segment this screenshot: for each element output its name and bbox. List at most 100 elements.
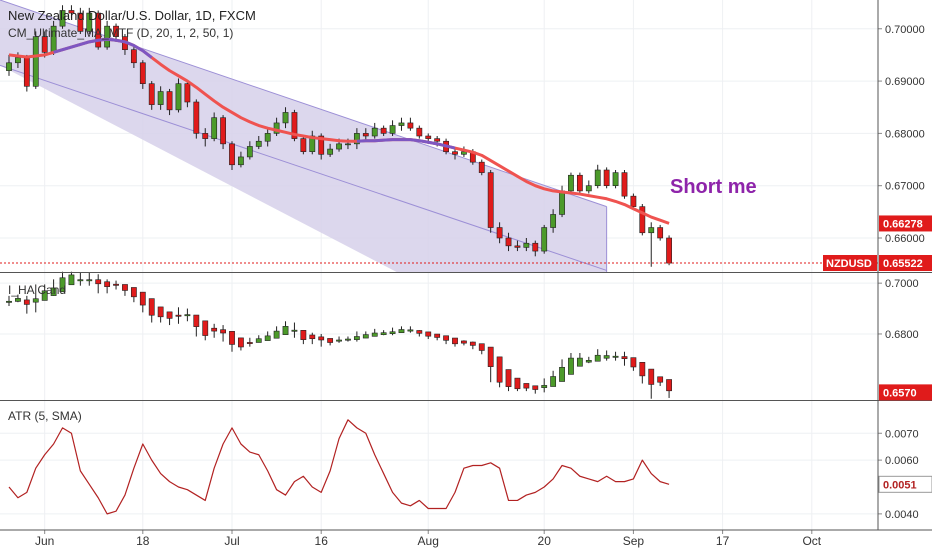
ha-pane-title: I_HA Cand bbox=[8, 283, 66, 297]
candle-body bbox=[585, 185, 592, 192]
ha-candle bbox=[568, 353, 574, 375]
candle bbox=[648, 222, 655, 267]
candle bbox=[68, 5, 75, 19]
ha-candle bbox=[550, 370, 557, 387]
candle bbox=[398, 117, 405, 131]
candle-body bbox=[255, 140, 262, 147]
candle bbox=[657, 224, 664, 241]
ha-candle-body bbox=[576, 357, 583, 367]
ha-candle-body bbox=[139, 291, 146, 306]
ha-candle bbox=[264, 331, 271, 341]
time-tick-label: 17 bbox=[716, 534, 730, 548]
ha-candle bbox=[398, 326, 405, 334]
candle-body bbox=[95, 12, 102, 48]
candle-body bbox=[576, 174, 583, 192]
ha-candle bbox=[229, 331, 235, 352]
candle-body bbox=[532, 242, 539, 252]
ha-candle-body bbox=[505, 369, 512, 387]
ha-candle bbox=[32, 284, 39, 313]
ha-candle bbox=[50, 279, 57, 296]
ha-candle bbox=[541, 378, 548, 393]
candle-body bbox=[139, 62, 146, 84]
ha-candle bbox=[23, 295, 30, 314]
candle bbox=[532, 240, 539, 257]
candle bbox=[496, 222, 503, 244]
ha-candle-body bbox=[220, 329, 226, 334]
candle-body bbox=[550, 214, 557, 228]
atr-line bbox=[8, 419, 670, 515]
ha-candle bbox=[389, 327, 396, 336]
ha-candle-body bbox=[594, 354, 601, 362]
candle-body bbox=[184, 83, 191, 103]
candle bbox=[246, 141, 253, 160]
candle bbox=[59, 5, 66, 29]
candle bbox=[139, 60, 146, 89]
candle bbox=[478, 159, 485, 176]
candle-body bbox=[353, 133, 360, 145]
ha-candle bbox=[407, 326, 414, 333]
ha-candle bbox=[68, 271, 75, 286]
ha-candle-body bbox=[487, 346, 494, 367]
ha-candle bbox=[505, 369, 512, 392]
ha-candle-body bbox=[407, 329, 414, 332]
candle-body bbox=[541, 227, 548, 252]
candle bbox=[514, 240, 521, 252]
candle bbox=[220, 115, 226, 150]
channel-lower-line[interactable] bbox=[0, 64, 607, 271]
candle bbox=[327, 143, 334, 157]
candle bbox=[148, 81, 155, 110]
ha-candle bbox=[211, 323, 218, 338]
ha-candle bbox=[175, 307, 182, 324]
candle bbox=[104, 20, 111, 50]
candle-body bbox=[452, 151, 458, 155]
candle bbox=[550, 209, 557, 233]
short-me-annotation[interactable]: Short me bbox=[670, 176, 757, 198]
ha-candle bbox=[461, 340, 467, 346]
ha-candle-body bbox=[175, 314, 182, 317]
candle-body bbox=[434, 138, 441, 142]
candle-body bbox=[327, 148, 334, 155]
ha-candle bbox=[113, 280, 119, 290]
ha-candle bbox=[478, 343, 485, 355]
ha-candle bbox=[122, 284, 128, 296]
ha-candle-body bbox=[648, 368, 655, 385]
ha-candle bbox=[576, 353, 583, 367]
time-axis[interactable]: Jun 18 Jul 16 Aug 20 Sep 17 Oct bbox=[0, 529, 932, 548]
ma-line-purple-segment bbox=[53, 37, 153, 59]
candle bbox=[362, 128, 369, 142]
candle-body bbox=[238, 156, 244, 166]
ha-candle-body bbox=[425, 331, 432, 337]
candle-body bbox=[639, 206, 646, 234]
ha-candle-body bbox=[541, 385, 548, 388]
ha-candle-body bbox=[371, 332, 378, 337]
time-tick-label: Jun bbox=[35, 534, 54, 548]
ma-price-label: 0.66278 bbox=[879, 215, 932, 232]
symbol-tag-bg bbox=[823, 255, 877, 272]
candle-body bbox=[220, 117, 226, 145]
ha-candle-body bbox=[550, 376, 557, 387]
ha-candle bbox=[345, 336, 351, 342]
price-axis[interactable]: 0.70000 0.69000 0.68000 0.67000 0.66000 0.700… bbox=[823, 0, 932, 530]
atr-price-label-bg bbox=[878, 475, 932, 493]
candle-body bbox=[621, 172, 628, 197]
candle bbox=[282, 107, 289, 129]
candle bbox=[505, 232, 512, 252]
candle-body bbox=[130, 49, 137, 64]
candle-body bbox=[362, 133, 369, 137]
symbol-tag: NZDUSD bbox=[823, 255, 877, 272]
candle bbox=[229, 141, 235, 170]
channel-upper-line[interactable] bbox=[0, 0, 607, 208]
ha-candle-body bbox=[246, 342, 253, 344]
ha-candle bbox=[487, 346, 494, 383]
price-tick-label: 0.7000 bbox=[885, 278, 919, 290]
ha-candle bbox=[657, 376, 664, 387]
candle-body bbox=[282, 112, 289, 124]
candle bbox=[621, 170, 628, 199]
candle bbox=[300, 136, 307, 155]
candle-body bbox=[175, 83, 182, 111]
pane-dividers[interactable] bbox=[0, 272, 932, 401]
candle-body bbox=[657, 227, 664, 239]
ha-candle bbox=[648, 368, 655, 399]
ha-candle bbox=[130, 287, 137, 303]
